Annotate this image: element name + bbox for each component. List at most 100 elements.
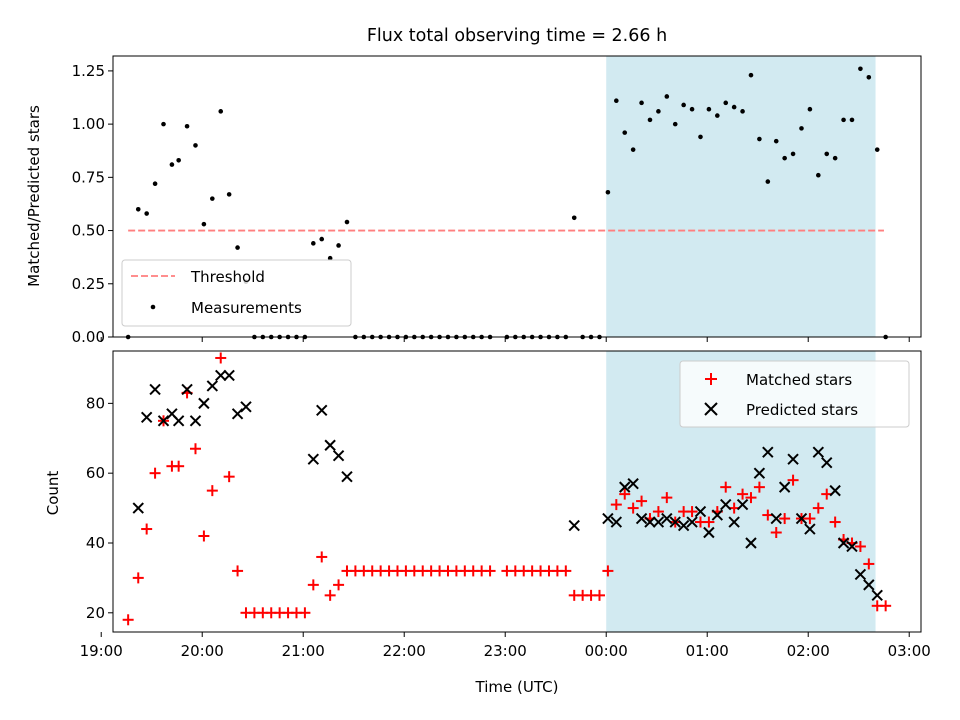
- matched-stars-point: [720, 481, 732, 493]
- observing-window-shade: [606, 56, 876, 337]
- predicted-stars-point: [652, 516, 665, 528]
- measurements-point: [824, 151, 830, 157]
- matched-stars-point: [206, 485, 218, 497]
- measurements-point: [311, 241, 316, 246]
- predicted-stars-point: [140, 411, 153, 424]
- measurements-point: [184, 123, 190, 129]
- matched-stars-point: [189, 443, 201, 455]
- measurements-point: [639, 100, 644, 106]
- measurements-point: [790, 151, 796, 157]
- y-tick-label: 80: [86, 394, 105, 412]
- measurements-point: [731, 104, 737, 110]
- matched-stars-point: [619, 488, 631, 500]
- measurements-point: [144, 211, 149, 216]
- matched-stars-point: [198, 530, 210, 542]
- measurements-point: [630, 147, 636, 152]
- matched-stars-point: [173, 460, 185, 472]
- measurements-point: [344, 219, 350, 225]
- matched-stars-point: [333, 579, 345, 591]
- measurements-point: [336, 243, 341, 248]
- y-tick-label: 0.25: [72, 275, 105, 293]
- y-tick-label: 1.00: [72, 115, 105, 133]
- y-tick-label: 40: [86, 534, 105, 552]
- measurements-point: [706, 106, 712, 112]
- matched-stars-point: [652, 506, 664, 518]
- matched-stars-point: [232, 565, 244, 577]
- x-tick-label: 21:00: [282, 642, 325, 660]
- measurements-point: [858, 66, 863, 72]
- legend-marker-measurements: [150, 304, 156, 310]
- matched-stars-point: [627, 502, 639, 514]
- predicted-stars-point: [206, 380, 219, 392]
- y-axis-label: Count: [44, 471, 62, 516]
- predicted-stars-point: [132, 502, 144, 514]
- ratio-panel: Flux total observing time = 2.66 h 0.000…: [25, 26, 922, 346]
- matched-stars-point: [686, 506, 698, 518]
- measurements-point: [664, 94, 670, 99]
- matched-stars-point: [779, 513, 791, 525]
- legend-label-matched-stars: Matched stars: [746, 371, 852, 389]
- matched-stars-point: [770, 527, 782, 539]
- x-tick-label: 03:00: [888, 642, 931, 660]
- measurements-point: [614, 98, 619, 104]
- matched-stars-point: [223, 471, 235, 483]
- matched-stars-point: [560, 565, 572, 577]
- counts-panel: 20 40 60 80 19:00 20:00 21:00 22:00 23:00 00:00 0…: [44, 350, 931, 696]
- measurements-point: [161, 121, 166, 127]
- measurements-point: [135, 206, 141, 212]
- measurements-point: [605, 189, 611, 195]
- legend-label-predicted-stars: Predicted stars: [746, 401, 858, 419]
- matched-stars-point: [149, 467, 161, 479]
- x-tick-label: 01:00: [686, 642, 729, 660]
- legend-box: [679, 360, 910, 428]
- matched-stars-point: [753, 481, 765, 493]
- x-tick-label: 20:00: [181, 642, 224, 660]
- predicted-stars-point: [341, 470, 353, 483]
- measurements-point: [210, 196, 215, 201]
- predicted-stars-point: [711, 509, 724, 521]
- predicted-stars-point: [686, 516, 698, 528]
- measurements-point: [647, 117, 653, 123]
- predicted-stars-point: [846, 540, 858, 553]
- legend-marker-matched-stars: [705, 373, 717, 385]
- predicted-stars-point: [602, 512, 614, 525]
- predicted-stars-point: [240, 401, 252, 413]
- measurements-point: [672, 121, 678, 127]
- predicted-stars-point: [307, 453, 320, 465]
- matched-stars-point: [132, 572, 144, 584]
- measurements-point: [782, 155, 787, 161]
- y-axis-ticks: 20 40 60 80: [86, 394, 113, 622]
- y-tick-label: 20: [86, 604, 105, 622]
- x-tick-label: 23:00: [484, 642, 527, 660]
- predicted-stars-point: [770, 512, 782, 525]
- x-axis-ticks: 19:00 20:00 21:00 22:00 23:00 00:00 01:00 02:00…: [80, 632, 931, 660]
- predicted-stars-point: [324, 439, 336, 451]
- measurements-point: [201, 221, 207, 227]
- predicted-stars-point: [669, 516, 681, 528]
- predicted-stars-point: [223, 369, 235, 382]
- y-tick-label: 0.50: [72, 222, 105, 240]
- matched-stars-point: [307, 579, 319, 591]
- measurements-point: [816, 172, 821, 178]
- predicted-stars-point: [720, 498, 732, 511]
- matched-stars-point: [636, 495, 648, 507]
- measurements-point: [176, 158, 181, 163]
- legend-label-measurements: Measurements: [191, 299, 302, 317]
- predicted-stars-point: [568, 519, 580, 532]
- predicted-stars-point: [231, 408, 244, 420]
- predicted-stars-point: [871, 589, 883, 602]
- predicted-stars-point: [804, 523, 816, 535]
- measurements-point: [715, 113, 720, 118]
- matched-stars-point: [829, 516, 841, 528]
- measurements-point: [571, 215, 577, 221]
- predicted-stars-point: [215, 369, 227, 382]
- x-axis-label: Time (UTC): [475, 678, 559, 696]
- measurements-point: [622, 130, 628, 135]
- chart-title: Flux total observing time = 2.66 h: [367, 26, 667, 46]
- matched-stars-point: [661, 492, 673, 504]
- y-tick-label: 0.75: [72, 168, 105, 186]
- measurements-point: [226, 192, 232, 197]
- matched-stars-point: [324, 589, 336, 601]
- measurements-point: [757, 136, 762, 142]
